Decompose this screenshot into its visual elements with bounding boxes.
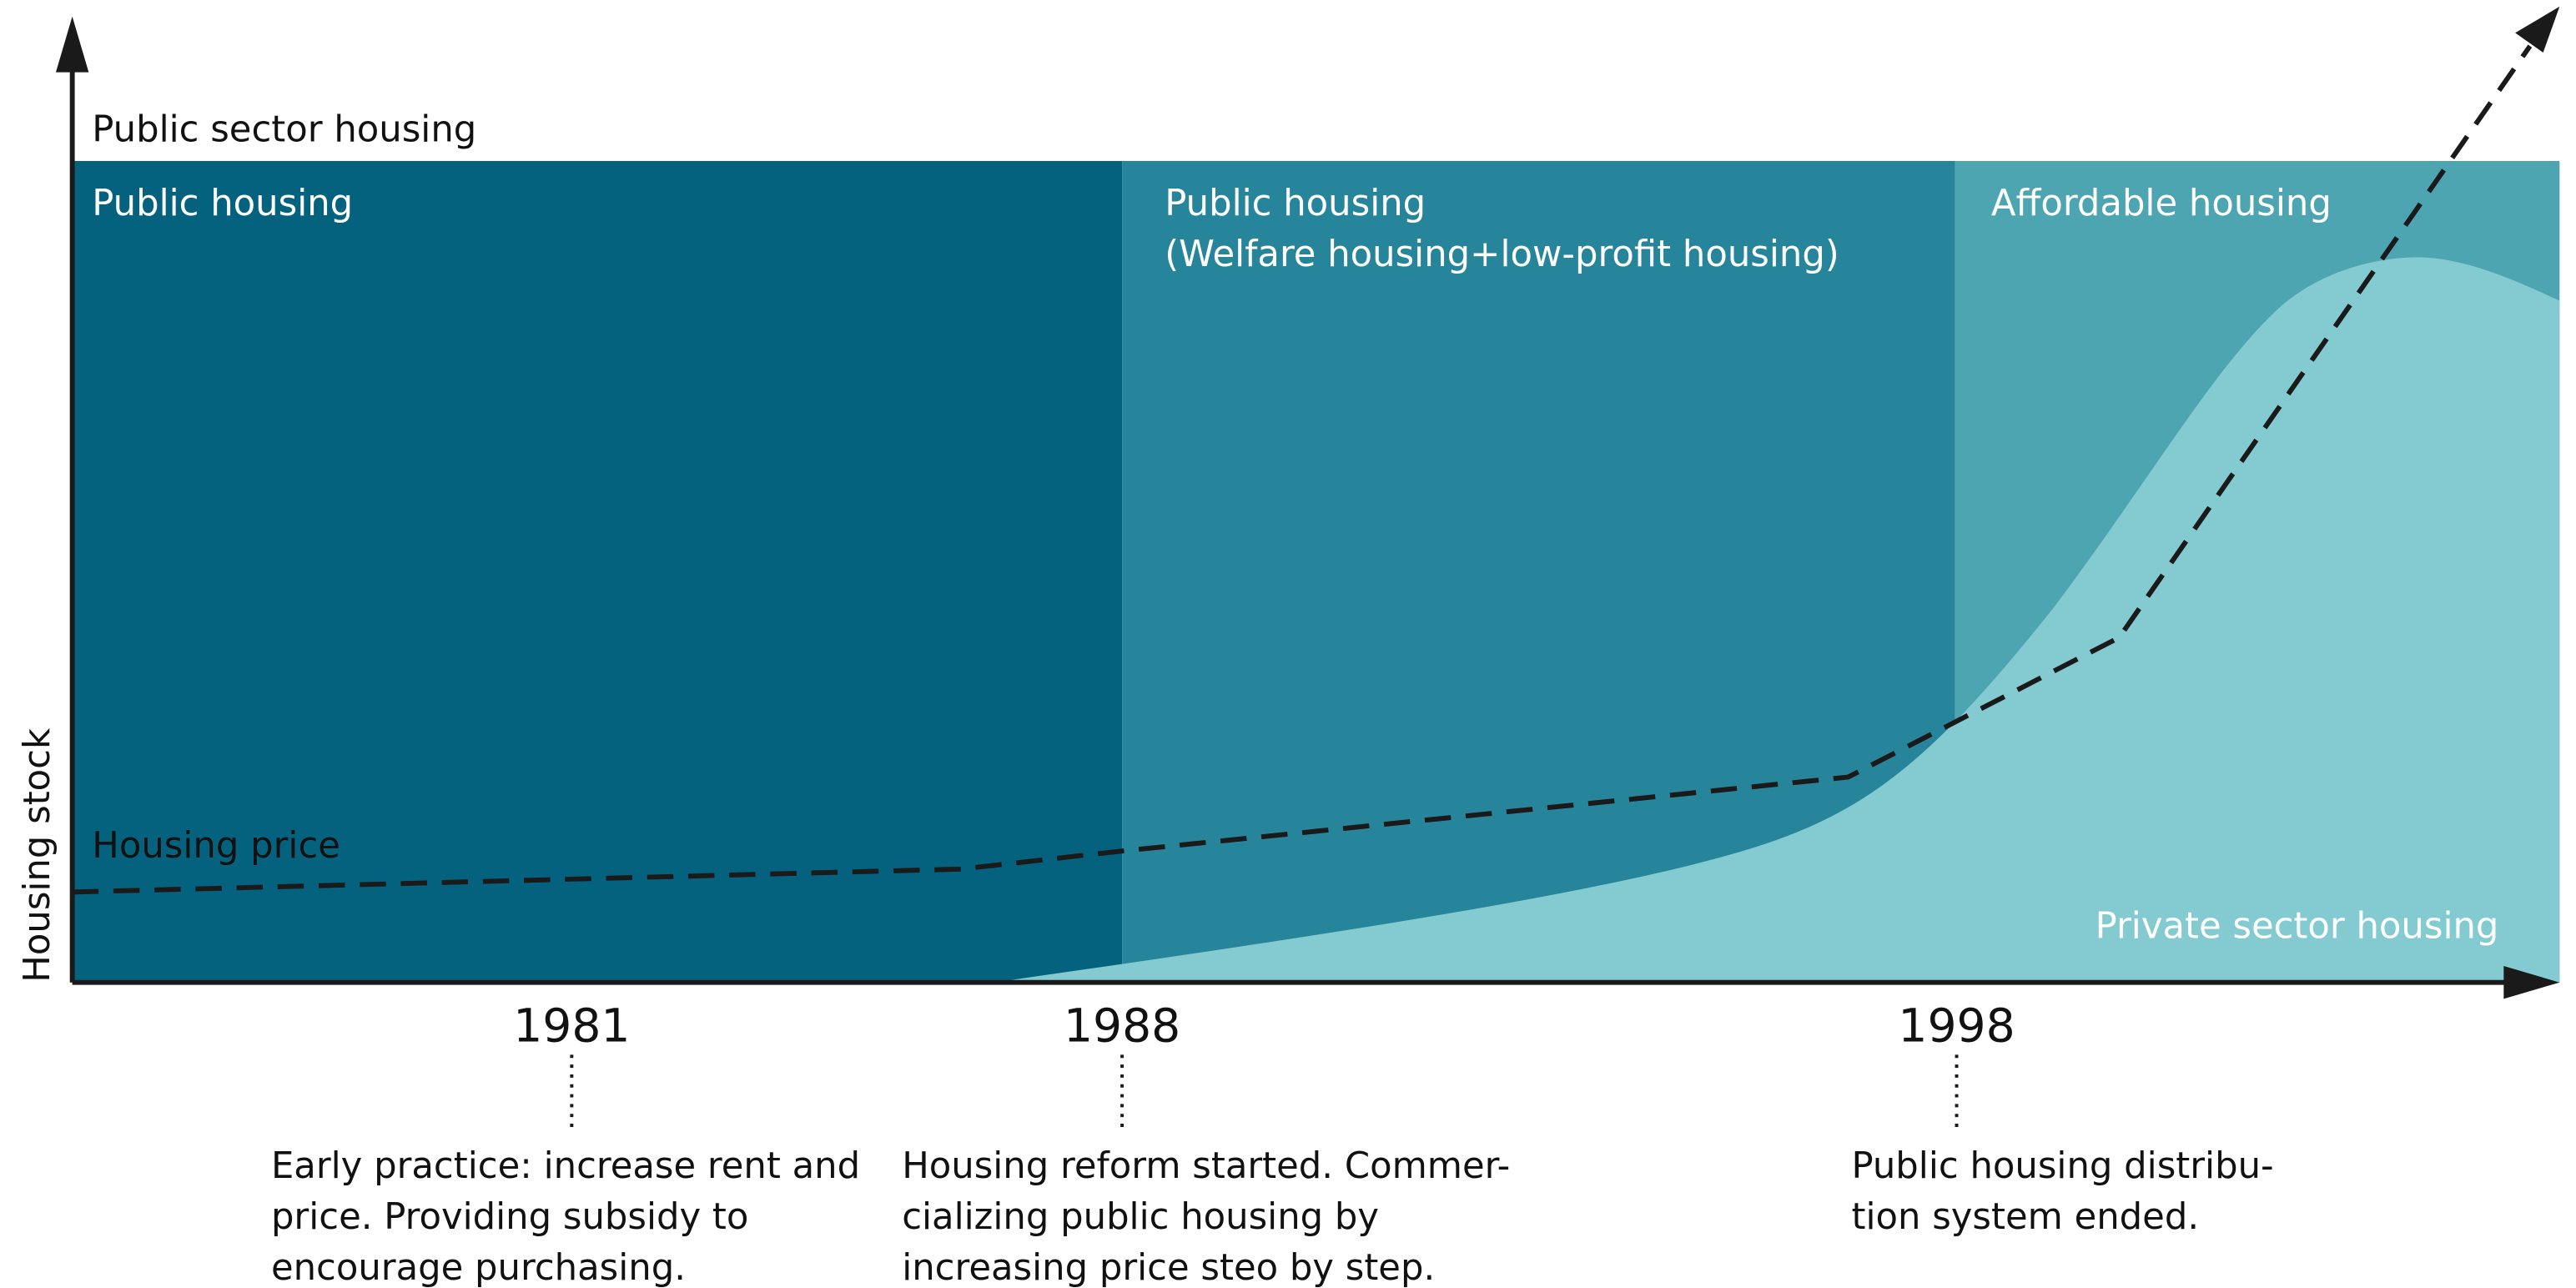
- region-labels: Public housing Public housing (Welfare hou…: [92, 183, 2332, 275]
- top-label: Public sector housing: [92, 108, 476, 150]
- price-line: [72, 44, 2533, 895]
- year-label: 1981: [513, 1000, 630, 1054]
- price-label: Housing price: [92, 825, 340, 867]
- region-label: Public housing: [92, 183, 353, 224]
- timeline: 1981 Early practice: increase rent and pri…: [271, 1000, 2274, 1288]
- price-arrow: [2515, 6, 2560, 53]
- note-line: Early practice: increase rent and: [271, 1145, 860, 1187]
- note-line: tion system ended.: [1852, 1196, 2200, 1238]
- note-line: price. Providing subsidy to: [271, 1196, 748, 1238]
- note-line: Housing reform started. Commer-: [902, 1145, 1510, 1187]
- year-label: 1988: [1064, 1000, 1180, 1054]
- year-label: 1998: [1898, 1000, 2015, 1054]
- note-line: cializing public housing by: [902, 1196, 1379, 1238]
- region-label: Affordable housing: [1991, 183, 2332, 224]
- region-label: (Welfare housing+low-profit housing): [1165, 234, 1839, 275]
- x-arrow: [2503, 966, 2560, 999]
- note-line: encourage purchasing.: [271, 1247, 686, 1288]
- region-label: Public housing: [1165, 183, 1426, 224]
- region-public: [72, 161, 1123, 983]
- private-area: [994, 257, 2560, 983]
- private-label: Private sector housing: [2096, 906, 2499, 948]
- note-line: Public housing distribu-: [1852, 1145, 2274, 1187]
- note-line: increasing price steo by step.: [902, 1247, 1435, 1288]
- y-axis-label: Housing stock: [17, 728, 58, 983]
- y-arrow: [55, 16, 89, 73]
